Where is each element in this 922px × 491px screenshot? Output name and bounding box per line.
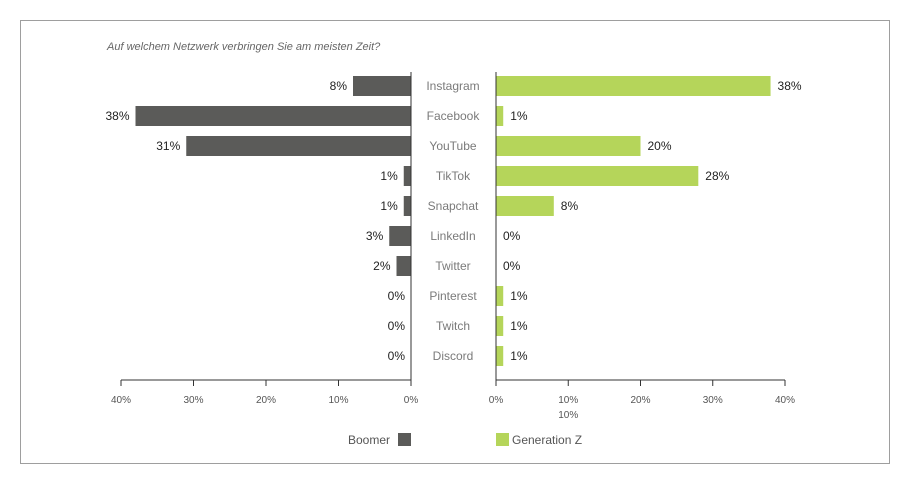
generation-z-value-facebook: 1%	[510, 109, 528, 123]
category-label-twitter: Twitter	[435, 259, 470, 273]
legend-boomer-label: Boomer	[348, 433, 390, 447]
category-label-youtube: YouTube	[429, 139, 476, 153]
generation-z-value-snapchat: 8%	[561, 199, 579, 213]
axes: 40% 30% 20% 10% 0% 0% 10% 20% 30% 40% 10%	[111, 72, 795, 421]
generation-z-value-twitch: 1%	[510, 319, 528, 333]
right-tick-label: 10%	[558, 395, 578, 406]
boomer-bar-linkedin	[389, 226, 411, 246]
generation-z-value-linkedin: 0%	[503, 229, 521, 243]
generation-z-value-pinterest: 1%	[510, 289, 528, 303]
generation-z-value-twitter: 0%	[503, 259, 521, 273]
boomer-bars: 8% 38% 31% 1% 1% 3% 2% 0% 0% 0%	[105, 76, 411, 363]
right-tick-label: 20%	[630, 395, 650, 406]
category-label-snapchat: Snapchat	[428, 199, 479, 213]
category-label-pinterest: Pinterest	[429, 289, 477, 303]
left-tick-label: 10%	[328, 395, 348, 406]
left-tick-label: 0%	[404, 395, 419, 406]
legend-generation-z-label: Generation Z	[512, 433, 582, 447]
extra-tick-label: 10%	[558, 410, 578, 421]
boomer-value-snapchat: 1%	[380, 199, 398, 213]
boomer-value-instagram: 8%	[330, 79, 348, 93]
boomer-value-linkedin: 3%	[366, 229, 384, 243]
generation-z-bar-instagram	[496, 76, 771, 96]
generation-z-bar-snapchat	[496, 196, 554, 216]
boomer-value-pinterest: 0%	[388, 289, 406, 303]
boomer-bar-snapchat	[403, 196, 411, 216]
chart-title: Auf welchem Netzwerk verbringen Sie am m…	[106, 41, 381, 53]
generation-z-bar-pinterest	[496, 286, 504, 306]
generation-z-value-tiktok: 28%	[705, 169, 729, 183]
left-tick-label: 20%	[256, 395, 276, 406]
category-label-discord: Discord	[433, 349, 474, 363]
boomer-value-tiktok: 1%	[380, 169, 398, 183]
legend-boomer-swatch	[398, 433, 411, 446]
generation-z-bar-tiktok	[496, 166, 699, 186]
generation-z-bar-facebook	[496, 106, 504, 126]
legend: Boomer Generation Z	[348, 433, 582, 447]
boomer-bar-youtube	[186, 136, 411, 156]
boomer-value-twitter: 2%	[373, 259, 391, 273]
left-tick-label: 30%	[183, 395, 203, 406]
category-label-instagram: Instagram	[426, 79, 479, 93]
generation-z-value-instagram: 38%	[778, 79, 802, 93]
boomer-bar-twitter	[396, 256, 411, 276]
generation-z-value-discord: 1%	[510, 349, 528, 363]
right-tick-label: 40%	[775, 395, 795, 406]
category-label-linkedin: LinkedIn	[430, 229, 475, 243]
left-tick-label: 40%	[111, 395, 131, 406]
boomer-value-discord: 0%	[388, 349, 406, 363]
category-label-tiktok: TikTok	[436, 169, 471, 183]
right-tick-label: 30%	[703, 395, 723, 406]
generation-z-bar-twitch	[496, 316, 504, 336]
generation-z-bars: 38% 1% 20% 28% 8% 0% 0% 1% 1% 1%	[496, 76, 802, 366]
boomer-value-facebook: 38%	[105, 109, 129, 123]
generation-z-value-youtube: 20%	[648, 139, 672, 153]
boomer-value-youtube: 31%	[156, 139, 180, 153]
boomer-bar-instagram	[353, 76, 411, 96]
category-labels: Instagram Facebook YouTube TikTok Snapchat Li…	[426, 79, 480, 363]
generation-z-bar-discord	[496, 346, 504, 366]
boomer-bar-facebook	[135, 106, 411, 126]
right-tick-label: 0%	[489, 395, 504, 406]
generation-z-bar-youtube	[496, 136, 641, 156]
category-label-facebook: Facebook	[427, 109, 481, 123]
boomer-value-twitch: 0%	[388, 319, 406, 333]
boomer-bar-tiktok	[403, 166, 411, 186]
legend-generation-z-swatch	[496, 433, 509, 446]
category-label-twitch: Twitch	[436, 319, 470, 333]
